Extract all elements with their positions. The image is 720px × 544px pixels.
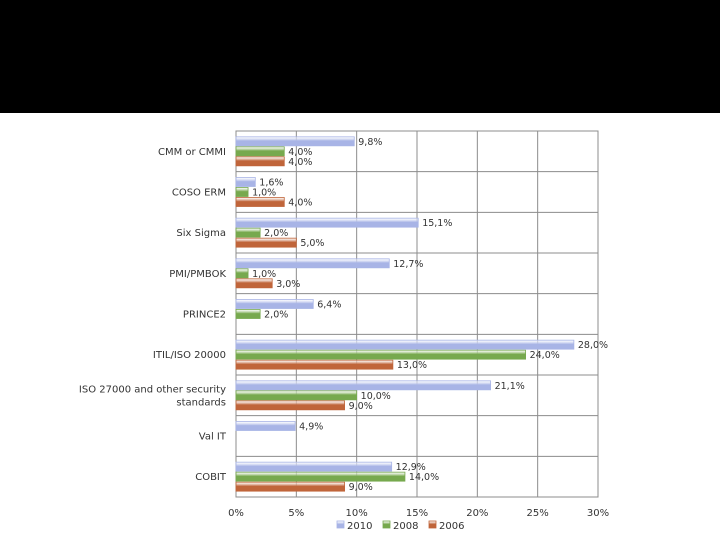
category-label: standards	[176, 397, 226, 408]
category-label: PRINCE2	[183, 310, 226, 321]
bar-2006	[235, 197, 285, 207]
category-label: CMM or CMMI	[158, 147, 226, 158]
data-label: 24,0%	[530, 350, 560, 361]
bar-2008	[235, 268, 249, 279]
chart-area: 0% 5% 10% 15% 20% 25% 30% CMM or CMMI 9,8% 4,0% 4,…	[0, 113, 720, 540]
data-label: 4,9%	[299, 422, 323, 433]
legend-swatch-2006	[428, 520, 437, 529]
data-label: 1,0%	[252, 269, 276, 280]
data-label: 15,1%	[422, 218, 452, 229]
category-label: ISO 27000 and other security	[79, 384, 226, 395]
data-label: 5,0%	[300, 238, 324, 249]
bar-2010	[235, 421, 296, 431]
bar-2008	[235, 390, 358, 401]
data-label: 14,0%	[409, 472, 439, 483]
category-label: ITIL/ISO 20000	[153, 350, 226, 361]
x-tick-label: 5%	[288, 508, 304, 519]
bar-2006	[235, 400, 345, 411]
bar-2006	[235, 156, 285, 167]
data-label: 9,0%	[349, 482, 373, 493]
data-label: 13,0%	[397, 360, 427, 371]
bar-2006	[235, 278, 273, 289]
x-tick-label: 30%	[587, 508, 609, 519]
x-tick-label: 10%	[346, 508, 368, 519]
data-label: 9,0%	[349, 401, 373, 412]
bar-2010	[235, 461, 393, 472]
bar-2008	[235, 187, 249, 197]
category-label: COBIT	[195, 472, 227, 483]
legend-swatch-2008	[382, 520, 391, 529]
legend-label: 2008	[393, 521, 418, 532]
data-label: 28,0%	[578, 340, 608, 351]
legend-swatch-2010	[336, 520, 345, 529]
bar-2010	[235, 217, 419, 228]
bar-2010	[235, 136, 355, 147]
category-label: Six Sigma	[176, 228, 226, 239]
bar-2008	[235, 146, 285, 157]
data-label: 1,6%	[259, 178, 283, 189]
bar-2008	[235, 227, 261, 238]
data-label: 12,7%	[393, 259, 423, 270]
bar-2006	[235, 359, 394, 370]
bar-2006	[235, 237, 297, 248]
category-label: PMI/PMBOK	[169, 269, 226, 280]
x-tick-label: 15%	[406, 508, 428, 519]
data-label: 4,0%	[288, 157, 312, 168]
data-label: 4,0%	[288, 147, 312, 158]
data-label: 2,0%	[264, 228, 288, 239]
bar-2008	[235, 471, 406, 482]
category-label: COSO ERM	[172, 188, 226, 199]
bar-2010	[235, 339, 575, 350]
data-label: 1,0%	[252, 188, 276, 199]
bar-2010	[235, 299, 314, 309]
data-label: 6,4%	[317, 300, 341, 311]
x-tick-label: 20%	[466, 508, 488, 519]
bar-chart: 0% 5% 10% 15% 20% 25% 30%CMM or CMMI9,8%4,0%4,…	[79, 130, 609, 532]
data-label: 21,1%	[495, 381, 525, 392]
title-band	[0, 0, 720, 113]
data-label: 12,9%	[396, 462, 426, 473]
bar-2006	[235, 481, 345, 492]
bar-2010	[235, 258, 390, 269]
x-tick-label: 0%	[228, 508, 244, 519]
data-label: 2,0%	[264, 310, 288, 321]
data-label: 3,0%	[276, 279, 300, 290]
bar-2008	[235, 349, 527, 360]
legend-label: 2010	[347, 521, 372, 532]
bar-2010	[235, 380, 492, 391]
bar-2008	[235, 309, 261, 319]
bar-2010	[235, 177, 256, 187]
legend-label: 2006	[439, 521, 464, 532]
data-label: 10,0%	[361, 391, 391, 402]
data-label: 4,0%	[288, 198, 312, 209]
category-label: Val IT	[199, 432, 227, 443]
x-tick-label: 25%	[527, 508, 549, 519]
data-label: 9,8%	[358, 137, 382, 148]
